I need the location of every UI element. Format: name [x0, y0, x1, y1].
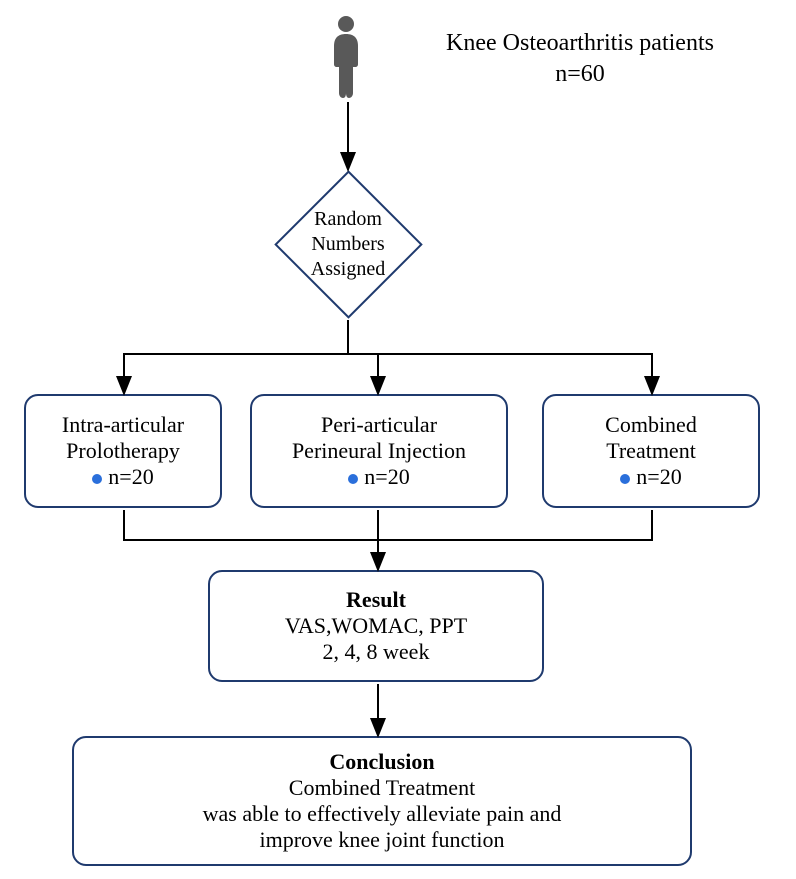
arm-n-row: n=20	[348, 464, 409, 490]
population-text-1: Knee Osteoarthritis patients	[400, 28, 760, 59]
arm-n-label: n=20	[636, 464, 681, 489]
arm-line-1: Intra-articular	[62, 412, 184, 438]
result-title: Result	[346, 587, 406, 613]
randomization-diamond: Random Numbers Assigned	[296, 192, 401, 297]
arm-line-2: Perineural Injection	[292, 438, 466, 464]
arm-line-2: Treatment	[606, 438, 696, 464]
diamond-label: Random Numbers Assigned	[274, 170, 422, 318]
arm-box-intra-articular: Intra-articular Prolotherapy n=20	[24, 394, 222, 508]
diamond-line-1: Random	[314, 207, 382, 232]
population-text-2: n=60	[400, 59, 760, 90]
conclusion-line-3: was able to effectively alleviate pain a…	[203, 801, 562, 827]
bullet-icon	[92, 474, 102, 484]
arm-box-peri-articular: Peri-articular Perineural Injection n=20	[250, 394, 508, 508]
arm-n-label: n=20	[364, 464, 409, 489]
person-icon	[322, 14, 370, 100]
population-label: Knee Osteoarthritis patients n=60	[400, 28, 760, 98]
arm-n-row: n=20	[92, 464, 153, 490]
edge-split-arm2	[348, 354, 652, 392]
edge-split-arm1	[348, 354, 378, 392]
edge-arm2-merge	[378, 510, 652, 540]
bullet-icon	[620, 474, 630, 484]
edge-arm0-merge	[124, 510, 378, 540]
arm-line-2: Prolotherapy	[66, 438, 180, 464]
arm-n-row: n=20	[620, 464, 681, 490]
arm-box-combined: Combined Treatment n=20	[542, 394, 760, 508]
result-box: Result VAS,WOMAC, PPT 2, 4, 8 week	[208, 570, 544, 682]
arm-line-1: Combined	[605, 412, 697, 438]
conclusion-title: Conclusion	[329, 749, 434, 775]
bullet-icon	[348, 474, 358, 484]
result-line-2: VAS,WOMAC, PPT	[285, 613, 467, 639]
conclusion-line-2: Combined Treatment	[289, 775, 475, 801]
conclusion-line-4: improve knee joint function	[260, 827, 505, 853]
result-line-3: 2, 4, 8 week	[323, 639, 430, 665]
diamond-line-2: Numbers	[311, 232, 384, 257]
arm-line-1: Peri-articular	[321, 412, 437, 438]
edge-split-arm0	[124, 354, 348, 392]
flowchart-canvas: Knee Osteoarthritis patients n=60 Random…	[0, 0, 796, 879]
arm-n-label: n=20	[108, 464, 153, 489]
diamond-line-3: Assigned	[311, 257, 385, 282]
conclusion-box: Conclusion Combined Treatment was able t…	[72, 736, 692, 866]
